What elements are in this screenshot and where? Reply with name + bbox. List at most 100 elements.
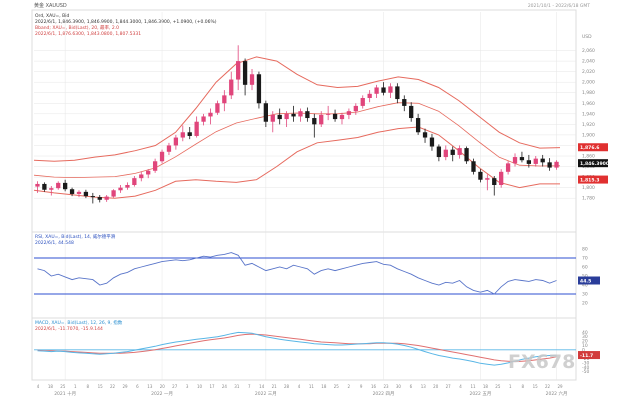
x-day-tick-label: 29 <box>122 384 128 389</box>
price-tags: 1,876.6 1,846.3900 1,815.3 <box>578 143 609 184</box>
x-day-tick-label: 11 <box>309 384 315 389</box>
x-day-tick-label: 18 <box>321 384 327 389</box>
candlestick <box>512 153 518 167</box>
candle-body <box>422 132 428 138</box>
candlestick <box>215 100 220 115</box>
x-day-tick-label: 10 <box>197 384 203 389</box>
candlestick <box>339 112 345 125</box>
candlestick <box>409 102 414 122</box>
rsi-tick-label: 80 <box>582 247 588 253</box>
macd-layer: -50-40-30-20-10010203040-11.7 <box>34 330 600 375</box>
candlestick <box>111 189 116 198</box>
price-tag: 1,815.3 <box>578 175 608 184</box>
rsi-line <box>37 252 557 295</box>
x-day-tick-label: 14 <box>259 384 265 389</box>
candle-body <box>173 137 179 146</box>
candlestick <box>312 113 317 138</box>
candlestick <box>443 145 448 161</box>
candlestick <box>374 84 379 98</box>
x-day-tick-label: 22 <box>110 384 116 389</box>
x-day-tick-label: 7 <box>248 384 251 389</box>
candlestick <box>35 181 40 193</box>
candle-body <box>180 132 185 138</box>
price-tick-label: 2,020 <box>582 69 595 75</box>
x-day-tick-label: 11 <box>470 384 476 389</box>
candle-body <box>512 157 518 164</box>
price-tick-label: 1,860 <box>582 154 595 160</box>
price-tag-label: 1,876.6 <box>580 145 599 151</box>
x-day-tick-label: 15 <box>98 384 104 389</box>
candlestick <box>166 142 172 155</box>
x-day-tick-label: 21 <box>272 384 278 389</box>
candlestick <box>152 158 158 173</box>
macd-tick-label: 40 <box>582 330 588 336</box>
macd-signal-line <box>37 333 557 363</box>
x-day-tick-label: 6 <box>410 384 413 389</box>
candle-body <box>526 160 532 164</box>
candle-body <box>62 182 68 190</box>
candle-body <box>388 86 393 93</box>
candle-body <box>409 105 414 119</box>
candlestick <box>388 83 393 98</box>
candle-body <box>374 87 379 94</box>
x-day-tick-label: 9 <box>360 384 363 389</box>
ohlc-header-line1: Ord, XAU=, Bid <box>35 13 69 19</box>
x-month-label: 2021 十月 <box>54 390 76 397</box>
x-axis: 4 18 25 1 8 15 22 29 6 13 20 27 3 10 17 24 31 7 14 21 28 4 11 1… <box>37 384 568 397</box>
candle-body <box>492 178 497 185</box>
candlestick <box>249 69 255 91</box>
candlestick <box>284 111 289 127</box>
price-tick-label: 2,060 <box>582 48 595 54</box>
candle-body <box>464 148 469 162</box>
price-tag-box <box>578 159 608 168</box>
rsi-tick-label: 20 <box>582 301 588 307</box>
candlestick <box>270 111 275 133</box>
rsi-last-tag-label: 44.5 <box>580 279 591 285</box>
candle-body <box>284 113 289 120</box>
price-tag-label: 1,846.3900 <box>580 161 609 167</box>
candlestick <box>132 176 137 187</box>
candlestick <box>208 108 213 125</box>
candlestick <box>291 105 296 122</box>
candlestick <box>236 45 241 91</box>
candle-body <box>381 87 386 93</box>
x-month-label: 2022 一月 <box>151 391 173 397</box>
candlestick <box>457 145 462 159</box>
candle-body <box>471 161 476 172</box>
candlestick <box>305 107 310 122</box>
rsi-panel-frame <box>31 231 577 319</box>
candlestick <box>104 195 109 202</box>
macd-header-line2: 2022/6/1, -11.7070, -15.9.144 <box>35 326 103 332</box>
candle-body <box>360 98 365 106</box>
price-tick-label: 1,920 <box>582 122 595 128</box>
candlestick <box>367 90 372 103</box>
candlestick <box>97 195 102 203</box>
candlestick <box>422 128 428 143</box>
price-tag-label: 1,815.3 <box>580 178 599 184</box>
candle-body <box>478 171 483 180</box>
candle-body <box>457 148 462 155</box>
candle-body <box>305 111 310 119</box>
candlestick <box>526 154 532 168</box>
candlestick <box>478 169 483 183</box>
candlestick <box>533 156 538 167</box>
candle-body <box>353 105 358 112</box>
candlestick <box>146 169 151 179</box>
x-day-tick-label: 22 <box>545 384 551 389</box>
candle-body <box>236 61 241 80</box>
candle-body <box>367 93 372 98</box>
candlestick <box>554 160 559 170</box>
candle-body <box>56 182 61 189</box>
candle-body <box>208 112 213 117</box>
x-day-tick-label: 27 <box>172 384 178 389</box>
candlestick <box>519 151 525 163</box>
x-day-tick-label: 24 <box>222 384 228 389</box>
candle-body <box>415 118 421 133</box>
macd-tick-label: -40 <box>582 365 589 371</box>
macd-panel-frame <box>31 317 577 381</box>
candle-body <box>249 74 255 85</box>
candle-body <box>194 121 199 136</box>
symbol-label: 黄金 XAUUSD <box>34 2 67 9</box>
candle-body <box>69 189 75 194</box>
